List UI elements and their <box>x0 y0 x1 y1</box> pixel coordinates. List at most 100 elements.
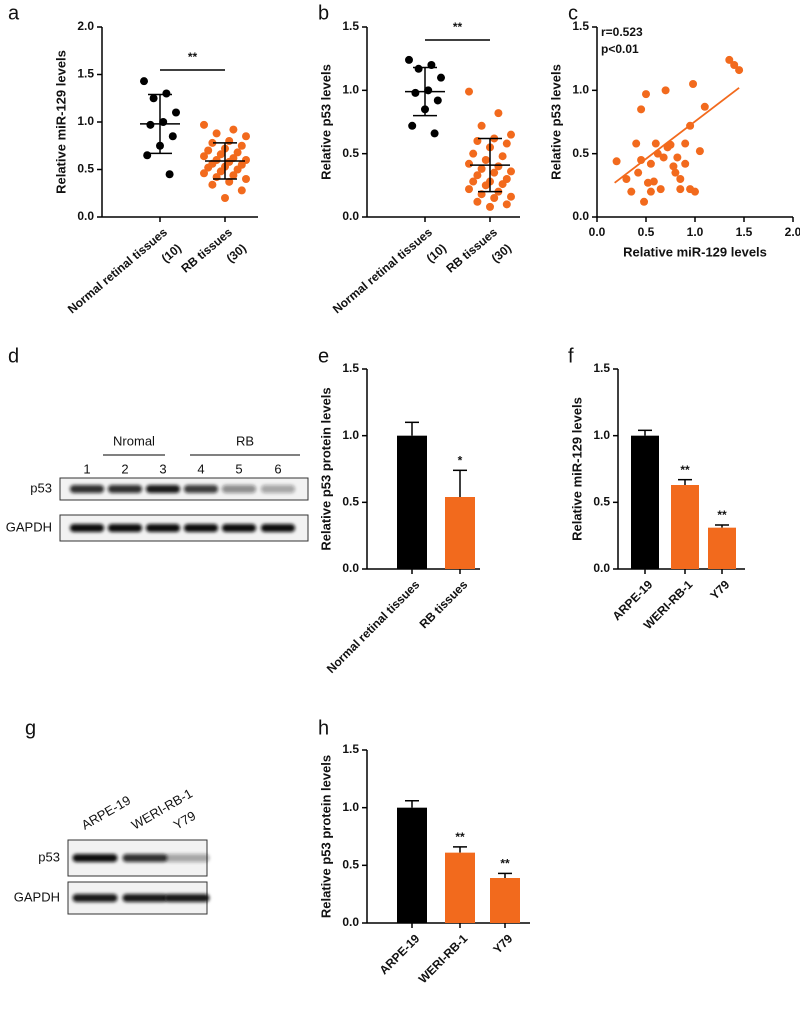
data-point <box>229 125 238 134</box>
band <box>69 524 105 532</box>
y-tick-label: 0.0 <box>342 915 359 929</box>
data-point <box>465 159 473 168</box>
data-point <box>411 88 420 97</box>
data-point <box>237 186 246 195</box>
x-tick-label: RB tissues <box>443 225 500 276</box>
band <box>183 485 219 493</box>
row-label: GAPDH <box>14 889 60 904</box>
data-point <box>494 109 503 118</box>
data-point <box>632 139 641 148</box>
y-tick-label: 1.5 <box>342 19 359 33</box>
lane-label: 1 <box>83 461 90 476</box>
data-point <box>637 105 646 114</box>
data-point <box>661 86 670 95</box>
x-tick-label: 1.5 <box>736 225 753 239</box>
x-tick-label: Normal retinal tissues <box>330 225 435 317</box>
y-tick-label: 1.5 <box>342 742 359 756</box>
y-tick-label: 0.5 <box>342 495 359 509</box>
data-point <box>242 132 250 141</box>
panel-label: b <box>318 2 329 24</box>
y-axis-label: Relative p53 protein levels <box>318 755 333 918</box>
y-tick-label: 1.0 <box>77 114 94 128</box>
lane-label: ARPE-19 <box>79 792 133 832</box>
row-label: p53 <box>38 849 60 864</box>
panel-label: c <box>568 2 578 24</box>
data-point <box>208 138 217 147</box>
data-point <box>225 177 234 186</box>
data-point <box>689 80 698 88</box>
x-tick-label-n: (30) <box>489 241 514 265</box>
data-point <box>221 194 229 202</box>
data-point <box>216 150 225 159</box>
data-point <box>673 153 682 162</box>
bar <box>631 435 659 569</box>
band <box>221 485 257 493</box>
data-point <box>172 108 180 117</box>
bar-label: * <box>458 454 463 468</box>
data-point <box>237 141 246 150</box>
y-tick-label: 1.5 <box>593 361 610 375</box>
data-point <box>646 187 655 196</box>
y-tick-label: 0.0 <box>342 209 359 223</box>
data-point <box>168 132 177 141</box>
data-point <box>204 163 213 172</box>
data-point <box>676 185 685 194</box>
data-point <box>473 197 482 206</box>
band <box>164 894 210 902</box>
bar-label: ** <box>680 463 690 477</box>
data-point <box>216 167 225 176</box>
data-point <box>405 55 413 64</box>
band <box>183 524 219 532</box>
band <box>122 894 168 902</box>
data-point <box>646 159 655 168</box>
data-point <box>507 192 515 201</box>
x-tick-label: ARPE-19 <box>377 931 423 977</box>
bar <box>397 807 427 923</box>
x-tick-label: 2.0 <box>785 225 800 239</box>
data-point <box>725 55 734 64</box>
data-point <box>691 187 699 196</box>
panel-label: a <box>8 2 20 24</box>
data-point <box>430 129 439 138</box>
data-point <box>656 185 665 194</box>
y-tick-label: 0.0 <box>572 209 589 223</box>
row-label: GAPDH <box>6 519 52 534</box>
y-tick-label: 0.5 <box>572 146 589 160</box>
data-point <box>200 120 208 129</box>
data-point <box>414 64 423 73</box>
y-tick-label: 1.5 <box>342 361 359 375</box>
data-point <box>469 177 478 186</box>
trend-line <box>614 87 740 184</box>
x-tick-label: 1.0 <box>687 225 704 239</box>
data-point <box>477 164 486 173</box>
data-point <box>481 181 490 190</box>
x-tick-label: Y79 <box>707 577 732 602</box>
data-point <box>477 121 486 130</box>
data-point <box>143 151 152 160</box>
data-point <box>671 168 680 177</box>
data-point <box>408 121 417 130</box>
data-point <box>473 171 482 180</box>
y-tick-label: 1.5 <box>77 67 94 81</box>
x-tick-label: Normal retinal tissues <box>324 577 423 676</box>
data-point <box>669 162 678 171</box>
y-tick-label: 0.5 <box>593 495 610 509</box>
x-tick-label: WERI-RB-1 <box>416 931 471 986</box>
panel-label: d <box>8 345 19 367</box>
band <box>107 524 143 532</box>
y-axis-label: Relative p53 protein levels <box>318 387 333 550</box>
x-tick-label-n: (30) <box>224 241 249 265</box>
band <box>122 854 168 862</box>
y-tick-label: 0.0 <box>77 209 94 223</box>
lane-label: 3 <box>159 461 166 476</box>
band <box>164 854 210 862</box>
band <box>145 485 181 493</box>
group-label: RB <box>236 433 254 448</box>
band <box>72 894 118 902</box>
data-point <box>225 137 234 145</box>
data-point <box>676 175 685 183</box>
data-point <box>465 87 473 96</box>
y-axis-label: Relative miR-129 levels <box>569 397 584 541</box>
x-tick-label: RB tissues <box>178 225 235 276</box>
y-tick-label: 1.0 <box>593 428 610 442</box>
